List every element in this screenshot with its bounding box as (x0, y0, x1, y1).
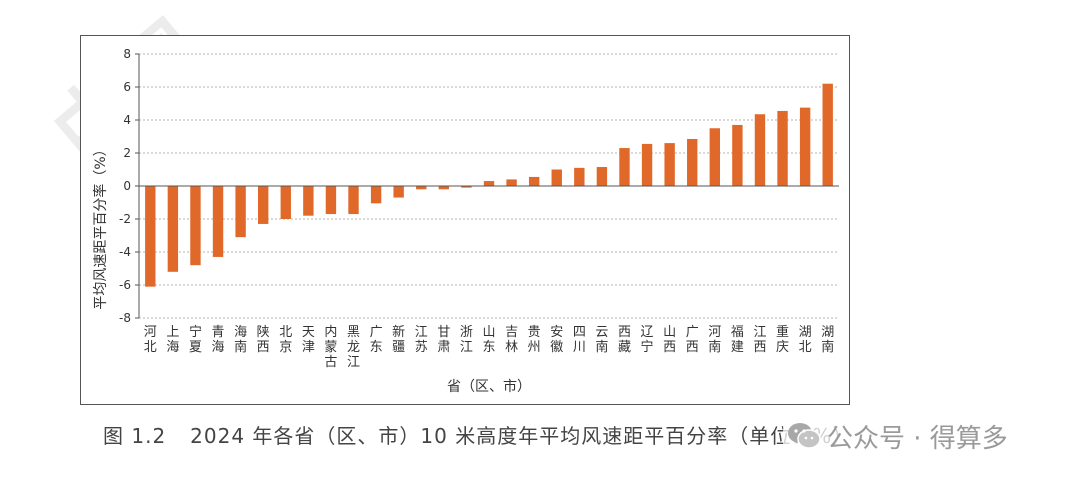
x-category-label: 四川 (573, 325, 586, 355)
x-category-label: 西藏 (618, 325, 631, 355)
y-tick-label: 6 (123, 80, 131, 94)
x-category-label: 浙江 (460, 325, 473, 355)
bar (574, 167, 585, 186)
bar (145, 186, 156, 287)
y-tick-label: 4 (123, 113, 131, 127)
x-category-label: 黑龙江 (347, 325, 360, 370)
bar (664, 143, 675, 186)
y-tick-label: 8 (123, 47, 131, 61)
bar (732, 124, 743, 186)
bar (393, 186, 404, 198)
wechat-icon (788, 423, 821, 449)
x-category-label: 吉林 (505, 325, 518, 355)
x-category-label: 天津 (302, 325, 315, 355)
wechat-watermark: 公众号 · 得算多 (783, 418, 1008, 454)
bar (709, 128, 720, 186)
bar (754, 114, 766, 186)
x-category-label: 辽宁 (641, 325, 654, 355)
bar (551, 169, 562, 186)
bar (348, 186, 359, 215)
x-category-label: 贵州 (528, 325, 541, 355)
bar (438, 186, 450, 190)
x-category-label: 陕西 (257, 325, 270, 355)
bar (528, 176, 540, 186)
bar (190, 186, 201, 266)
x-category-label: 内蒙古 (324, 324, 337, 370)
figure-caption: 图 1.2 2024 年各省（区、市）10 米高度年平均风速距平百分率（单位：%） (103, 420, 853, 449)
x-category-label: 湖南 (821, 325, 834, 355)
bar (370, 186, 382, 204)
x-category-label: 山西 (663, 325, 676, 355)
bar (596, 167, 608, 186)
x-category-label: 甘肃 (437, 325, 450, 355)
bar (235, 186, 246, 238)
wechat-text: 公众号 · 得算多 (827, 423, 1008, 454)
x-category-label: 新疆 (392, 324, 405, 355)
figure-number: 图 1.2 (103, 424, 167, 448)
y-tick-label: -2 (119, 212, 131, 226)
x-axis-title: 省（区、市） (447, 378, 531, 395)
chart-frame: 8 6 4 2 0 -2 -4 -6 -8 河北 上海 宁夏 青海 海南 陕西 北京 天津 内蒙古 黑龙江 广东 新疆江… (80, 35, 850, 405)
figure-title: 2024 年各省（区、市）10 米高度年平均风速距平百分率（单位：%） (190, 424, 854, 448)
x-category-label: 海南 (234, 325, 247, 355)
x-category-label: 广西 (686, 325, 699, 355)
x-category-label: 上海 (166, 325, 179, 355)
x-category-label: 青海 (212, 325, 225, 355)
bar (619, 148, 630, 186)
bar (777, 110, 788, 186)
bar (167, 186, 179, 272)
x-category-label: 宁夏 (189, 324, 202, 355)
x-category-label: 云南 (595, 325, 608, 355)
y-axis-title: 平均风速距平百分率（%） (92, 142, 109, 309)
bar (687, 138, 698, 186)
bar (416, 186, 427, 190)
x-category-label: 山东 (482, 325, 495, 355)
y-tick-label: -4 (119, 245, 131, 259)
bar (212, 186, 224, 257)
bar (303, 186, 314, 216)
x-category-label: 河南 (708, 325, 721, 355)
x-category-label: 江苏 (415, 325, 428, 355)
x-category-label: 湖北 (799, 325, 812, 355)
y-tick-label: 2 (123, 146, 131, 160)
bar-chart: 86420-2-4-6-8河北上海宁夏青海海南陕西北京天津内蒙古黑龙江广东新疆江… (92, 47, 839, 395)
bar (799, 107, 811, 186)
x-category-label: 广东 (370, 325, 383, 355)
x-category-label: 北京 (279, 325, 292, 355)
y-tick-label: 0 (123, 179, 131, 193)
x-category-label: 安徽 (550, 325, 563, 355)
bar (822, 83, 833, 186)
bar (483, 181, 495, 186)
x-category-label: 河北 (144, 325, 157, 355)
bar (461, 186, 472, 188)
bar (641, 143, 653, 186)
bar (506, 179, 517, 186)
x-category-label: 福建 (731, 325, 744, 355)
bar (325, 186, 337, 215)
x-category-label: 重庆 (776, 324, 789, 355)
bar (258, 186, 269, 224)
y-tick-label: -6 (119, 278, 131, 292)
x-category-label: 江西 (753, 325, 766, 355)
bar (280, 186, 291, 219)
y-tick-label: -8 (119, 311, 131, 325)
